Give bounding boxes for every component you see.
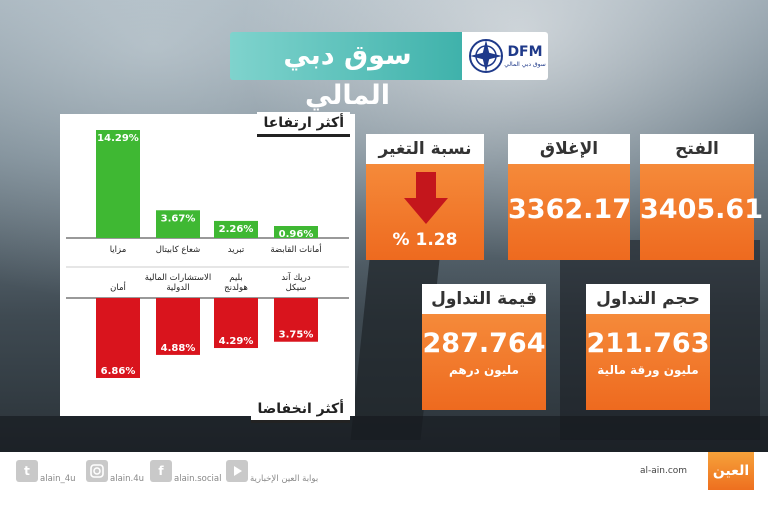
facebook-handle[interactable]: alain.social — [174, 474, 222, 484]
trade-value-unit: مليون درهم — [449, 363, 519, 377]
footer — [0, 452, 768, 510]
movers-chart: 14.29% مزايا 3.67% شعاع كابيتال 2.26% تبريد 0.… — [66, 130, 349, 378]
dfm-logo-text: DFM — [507, 44, 543, 60]
close-value: 3362.17 — [508, 194, 631, 225]
trade-value-card: 287.764 مليون درهم — [422, 314, 546, 410]
background-floor — [0, 416, 768, 452]
loser-bar — [96, 298, 140, 378]
site-url[interactable]: al-ain.com — [640, 466, 688, 476]
twitter-icon[interactable]: t — [16, 460, 38, 482]
instagram-handle[interactable]: alain.4u — [110, 474, 145, 484]
loser-category-label: الاستشارات المالية الدولية — [145, 273, 211, 293]
gainer-value-label: 3.67% — [161, 213, 196, 224]
dfm-emblem-icon — [469, 39, 503, 73]
gainer-bar — [274, 226, 318, 238]
open-value: 3405.61 — [640, 194, 763, 225]
gainer-value-label: 0.96% — [279, 229, 314, 240]
alain-logo: العين — [708, 452, 754, 490]
loser-bar — [214, 298, 258, 349]
change-value: % 1.28 — [392, 230, 458, 250]
youtube-channel[interactable]: بوابة العين الإخبارية — [250, 474, 319, 484]
gainer-value-label: 14.29% — [97, 133, 139, 144]
open-label: الفتح — [640, 134, 754, 164]
gainer-value-label: 2.26% — [219, 224, 254, 235]
volume-card: 211.763 مليون ورقة مالية — [586, 314, 710, 410]
change-card: % 1.28 — [366, 164, 484, 260]
page-title: سوق دبي المالي — [283, 40, 412, 111]
gainer-bar — [156, 210, 200, 238]
header-banner — [230, 32, 462, 80]
close-card: 3362.17 — [508, 164, 631, 260]
gainer-category-label: مزايا — [110, 245, 127, 255]
loser-value-label: 6.86% — [101, 366, 136, 377]
loser-value-label: 4.88% — [161, 343, 196, 354]
loser-bar — [274, 298, 318, 342]
dfm-logo-subtext: سوق دبي المالي — [504, 61, 546, 68]
loser-category-label: دريك آند سيكل — [281, 271, 311, 293]
loser-category-label: بليم هولدنج — [224, 273, 248, 293]
loser-bar — [156, 298, 200, 355]
youtube-icon[interactable] — [226, 460, 248, 482]
instagram-icon[interactable] — [86, 460, 108, 482]
losers-series: 6.86% أمان 4.88% الاستشارات المالية الدولية 4… — [96, 271, 318, 378]
gainer-category-label: تبريد — [228, 245, 245, 255]
gainers-series: 14.29% مزايا 3.67% شعاع كابيتال 2.26% تبريد 0.… — [96, 130, 322, 255]
gainer-bar — [214, 220, 258, 238]
loser-category-label: أمان — [110, 281, 126, 293]
loser-value-label: 4.29% — [219, 336, 254, 347]
gainer-bar — [96, 130, 140, 238]
trade-value-label: قيمة التداول — [422, 284, 546, 314]
gainers-heading: أكثر ارتفاعا — [257, 112, 350, 137]
losers-heading: أكثر انخفاضا — [251, 398, 350, 423]
gainer-category-label: شعاع كابيتال — [156, 245, 200, 255]
open-card: 3405.61 — [640, 164, 763, 260]
gainer-category-label: أمانات القابضة — [270, 243, 321, 255]
change-label: نسبة التغير — [366, 134, 484, 164]
facebook-icon[interactable]: f — [150, 460, 172, 482]
volume-label: حجم التداول — [586, 284, 710, 314]
loser-value-label: 3.75% — [279, 330, 314, 341]
volume-value: 211.763 — [586, 328, 710, 359]
trade-value-value: 287.764 — [422, 328, 546, 359]
twitter-handle[interactable]: alain_4u — [40, 474, 76, 484]
down-arrow-icon — [404, 172, 448, 224]
volume-unit: مليون ورقة مالية — [597, 363, 699, 377]
close-label: الإغلاق — [508, 134, 630, 164]
